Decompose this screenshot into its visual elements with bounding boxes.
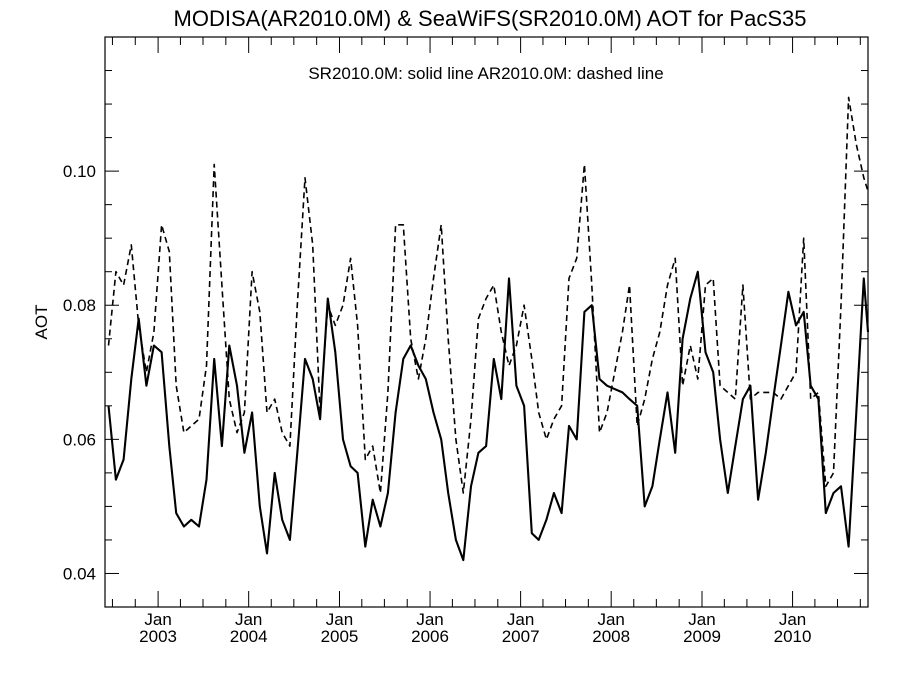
line-style-legend: SR2010.0M: solid line AR2010.0M: dashed …	[308, 64, 663, 83]
y-tick-label: 0.10	[63, 162, 96, 181]
y-axis-label: AOT	[32, 305, 51, 340]
x-tick-year: 2003	[139, 627, 177, 646]
x-tick-month: Jan	[597, 610, 624, 629]
y-tick-label: 0.04	[63, 564, 96, 583]
x-tick-month: Jan	[688, 610, 715, 629]
x-tick-year: 2008	[592, 627, 630, 646]
x-tick-year: 2004	[230, 627, 268, 646]
x-tick-month: Jan	[235, 610, 262, 629]
series-line-sr2010	[107, 270, 870, 562]
x-tick-year: 2009	[683, 627, 721, 646]
y-tick-label: 0.06	[63, 430, 96, 449]
x-tick-year: 2007	[502, 627, 540, 646]
x-tick-month: Jan	[779, 610, 806, 629]
axes: 0.040.060.080.10Jan2003Jan2004Jan2005Jan…	[63, 37, 868, 646]
x-tick-month: Jan	[416, 610, 443, 629]
chart-title: MODISA(AR2010.0M) & SeaWiFS(SR2010.0M) A…	[174, 6, 807, 31]
data-series	[107, 96, 870, 562]
x-tick-year: 2006	[411, 627, 449, 646]
x-tick-year: 2005	[321, 627, 359, 646]
x-tick-year: 2010	[774, 627, 812, 646]
plot-frame	[104, 36, 869, 608]
x-tick-month: Jan	[326, 610, 353, 629]
x-tick-month: Jan	[144, 610, 171, 629]
x-tick-month: Jan	[507, 610, 534, 629]
y-tick-label: 0.08	[63, 296, 96, 315]
